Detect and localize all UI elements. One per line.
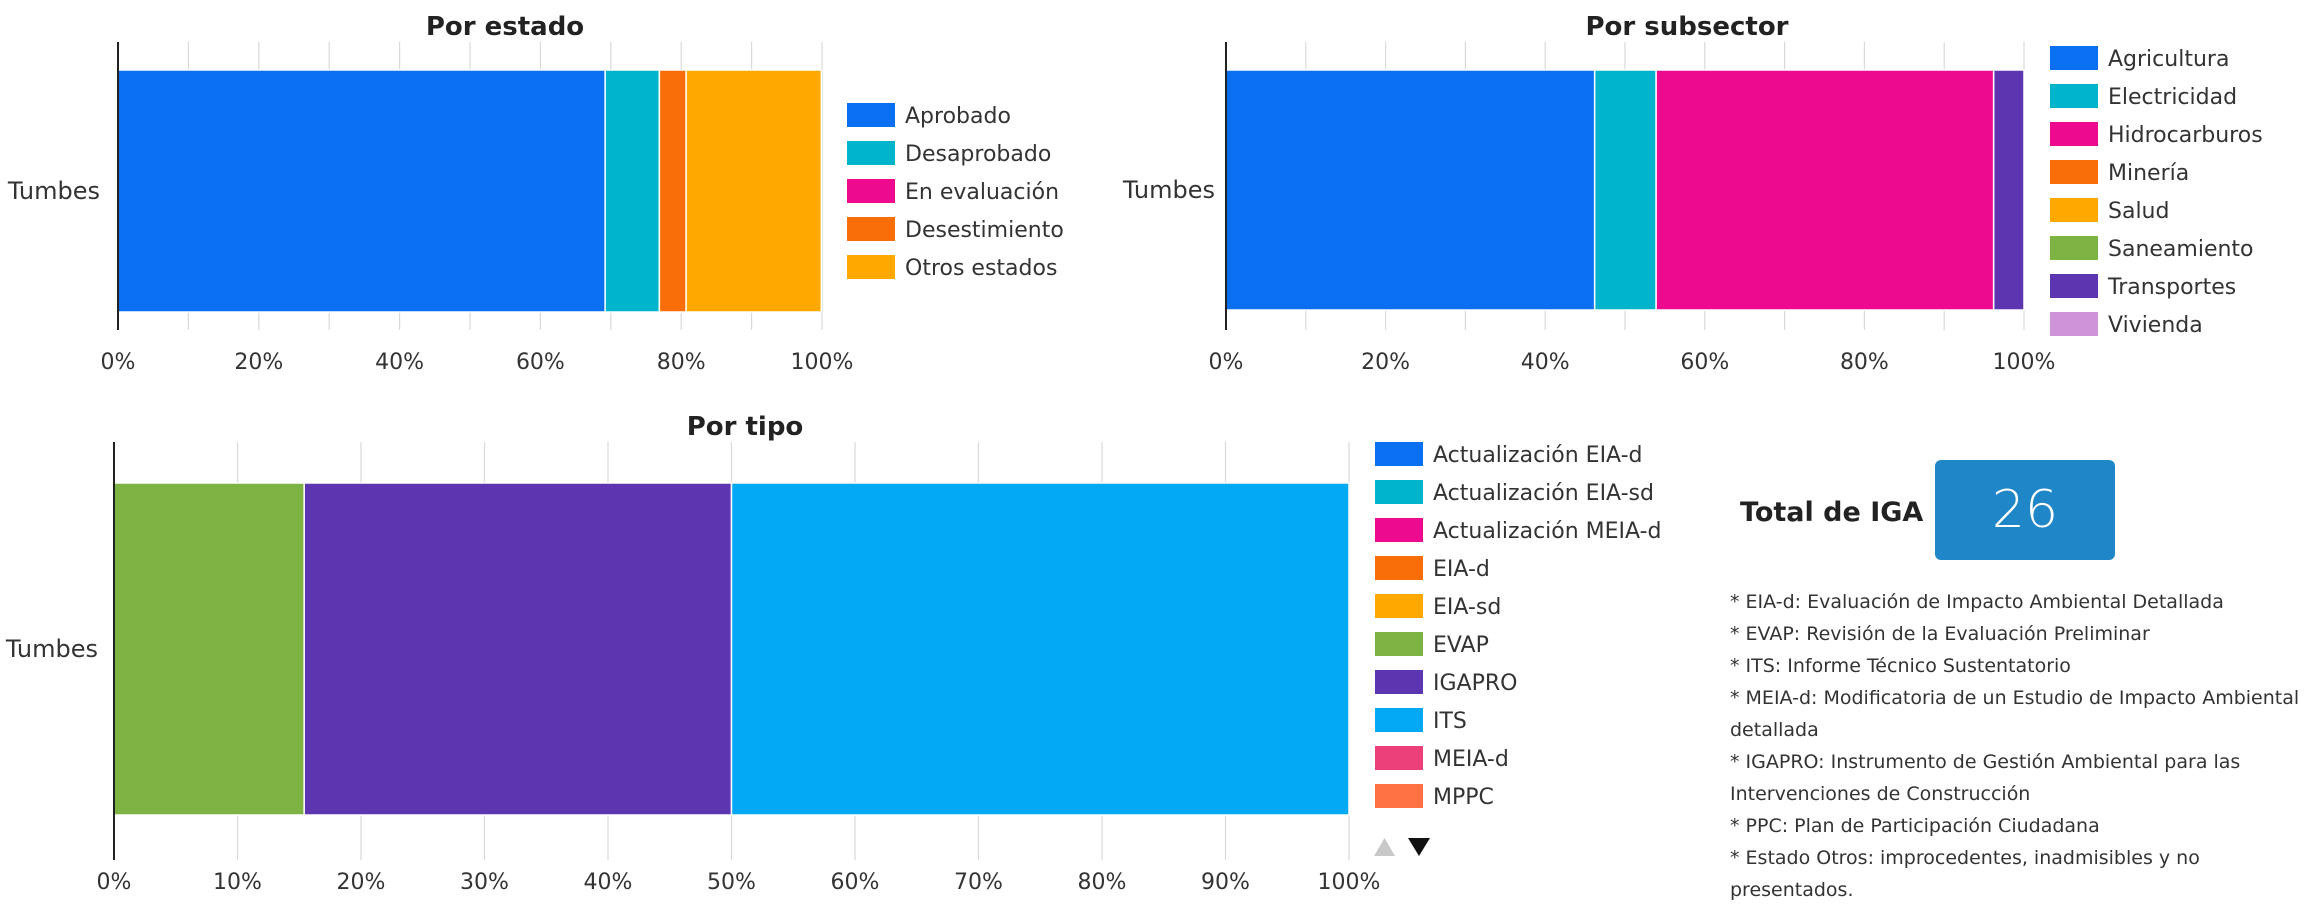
legend-swatch bbox=[2050, 312, 2098, 336]
x-tick-label: 80% bbox=[1840, 350, 1889, 375]
bar-segment bbox=[730, 482, 1350, 816]
category-label: Tumbes bbox=[5, 635, 98, 663]
legend-swatch bbox=[2050, 198, 2098, 222]
footnote-item: * EIA-d: Evaluación de Impacto Ambiental… bbox=[1730, 591, 2224, 613]
legend-swatch bbox=[1375, 480, 1423, 504]
x-tick-label: 60% bbox=[831, 870, 880, 895]
x-tick-label: 20% bbox=[337, 870, 386, 895]
legend-swatch bbox=[2050, 46, 2098, 70]
legend-swatch bbox=[2050, 274, 2098, 298]
chart-title: Por estado bbox=[426, 12, 584, 42]
legend-swatch bbox=[847, 103, 895, 127]
legend-swatch bbox=[847, 179, 895, 203]
x-tick-label: 0% bbox=[101, 350, 136, 375]
legend-label: MPPC bbox=[1433, 785, 1494, 810]
footnote-item: * ITS: Informe Técnico Sustentatorio bbox=[1730, 655, 2071, 677]
x-tick-label: 10% bbox=[213, 870, 262, 895]
legend-label: Actualización EIA-d bbox=[1433, 443, 1643, 468]
triangle-down-icon bbox=[1408, 838, 1430, 856]
triangle-up-icon bbox=[1374, 838, 1395, 856]
bar-segment bbox=[113, 482, 305, 816]
legend-label: Agricultura bbox=[2108, 47, 2229, 72]
bar-segment bbox=[1225, 69, 1596, 311]
footnote-item: * EVAP: Revisión de la Evaluación Prelim… bbox=[1730, 623, 2150, 645]
footnote-item: * PPC: Plan de Participación Ciudadana bbox=[1730, 815, 2100, 837]
legend-label: Electricidad bbox=[2108, 85, 2237, 110]
bar-segment bbox=[117, 69, 606, 313]
chart-title: Por subsector bbox=[1585, 12, 1788, 42]
x-tick-label: 80% bbox=[1078, 870, 1127, 895]
bar-segment bbox=[1992, 69, 2025, 311]
legend-swatch bbox=[1375, 594, 1423, 618]
x-tick-label: 40% bbox=[584, 870, 633, 895]
legend-label: Actualización EIA-sd bbox=[1433, 481, 1654, 506]
x-tick-label: 0% bbox=[1209, 350, 1244, 375]
legend-label: EIA-d bbox=[1433, 557, 1490, 582]
x-tick-label: 100% bbox=[1318, 870, 1381, 895]
legend-swatch bbox=[2050, 84, 2098, 108]
legend-swatch bbox=[1375, 518, 1423, 542]
legend-swatch bbox=[1375, 784, 1423, 808]
bar-segment bbox=[604, 69, 661, 313]
legend-label: Otros estados bbox=[905, 256, 1057, 281]
legend-label: ITS bbox=[1433, 709, 1467, 734]
legend-label: MEIA-d bbox=[1433, 747, 1509, 772]
bar-segment bbox=[685, 69, 823, 313]
footnote-item: * Estado Otros: improcedentes, inadmisib… bbox=[1730, 847, 2200, 901]
legend-label: Salud bbox=[2108, 199, 2169, 224]
x-tick-label: 100% bbox=[1993, 350, 2056, 375]
legend-label: Desestimiento bbox=[905, 218, 1064, 243]
x-tick-label: 70% bbox=[954, 870, 1003, 895]
x-tick-label: 80% bbox=[657, 350, 706, 375]
category-label: Tumbes bbox=[7, 177, 100, 205]
footnote-item: * MEIA-d: Modificatoria de un Estudio de… bbox=[1730, 687, 2300, 741]
legend-label: Hidrocarburos bbox=[2108, 123, 2263, 148]
x-tick-label: 60% bbox=[516, 350, 565, 375]
legend-swatch bbox=[847, 255, 895, 279]
legend-swatch bbox=[1375, 632, 1423, 656]
x-tick-label: 100% bbox=[791, 350, 854, 375]
x-tick-label: 0% bbox=[97, 870, 132, 895]
x-tick-label: 40% bbox=[375, 350, 424, 375]
legend-label: Vivienda bbox=[2108, 313, 2203, 338]
x-tick-label: 50% bbox=[707, 870, 756, 895]
total-iga-label: Total de IGA bbox=[1740, 497, 1924, 528]
legend-swatch bbox=[2050, 160, 2098, 184]
legend-label: En evaluación bbox=[905, 180, 1059, 205]
legend-label: Actualización MEIA-d bbox=[1433, 519, 1662, 544]
x-tick-label: 20% bbox=[234, 350, 283, 375]
legend-swatch bbox=[1375, 746, 1423, 770]
x-tick-label: 90% bbox=[1201, 870, 1250, 895]
legend-swatch bbox=[1375, 442, 1423, 466]
legend-label: Minería bbox=[2108, 161, 2189, 186]
category-label: Tumbes bbox=[1122, 176, 1215, 204]
legend-label: Saneamiento bbox=[2108, 237, 2254, 262]
legend-label: Desaprobado bbox=[905, 142, 1051, 167]
legend-swatch bbox=[1375, 708, 1423, 732]
bar-segment bbox=[658, 69, 687, 313]
total-iga-value: 26 bbox=[1935, 460, 2115, 560]
legend-swatch bbox=[2050, 236, 2098, 260]
legend-swatch bbox=[1375, 556, 1423, 580]
footnotes: * EIA-d: Evaluación de Impacto Ambiental… bbox=[1730, 586, 2305, 906]
bar-segment bbox=[1655, 69, 1995, 311]
legend-label: Aprobado bbox=[905, 104, 1011, 129]
legend-swatch bbox=[847, 217, 895, 241]
chart-title: Por tipo bbox=[687, 412, 804, 442]
footnote-item: * IGAPRO: Instrumento de Gestión Ambient… bbox=[1730, 751, 2241, 805]
legend-label: EIA-sd bbox=[1433, 595, 1501, 620]
x-tick-label: 60% bbox=[1680, 350, 1729, 375]
bar-segment bbox=[1593, 69, 1657, 311]
x-tick-label: 20% bbox=[1361, 350, 1410, 375]
legend-swatch bbox=[847, 141, 895, 165]
legend-label: Transportes bbox=[2107, 275, 2236, 300]
legend-swatch bbox=[1375, 670, 1423, 694]
x-tick-label: 40% bbox=[1521, 350, 1570, 375]
x-tick-label: 30% bbox=[460, 870, 509, 895]
bar-segment bbox=[303, 482, 733, 816]
legend-label: IGAPRO bbox=[1433, 671, 1517, 696]
legend-label: EVAP bbox=[1433, 633, 1489, 658]
legend-swatch bbox=[2050, 122, 2098, 146]
